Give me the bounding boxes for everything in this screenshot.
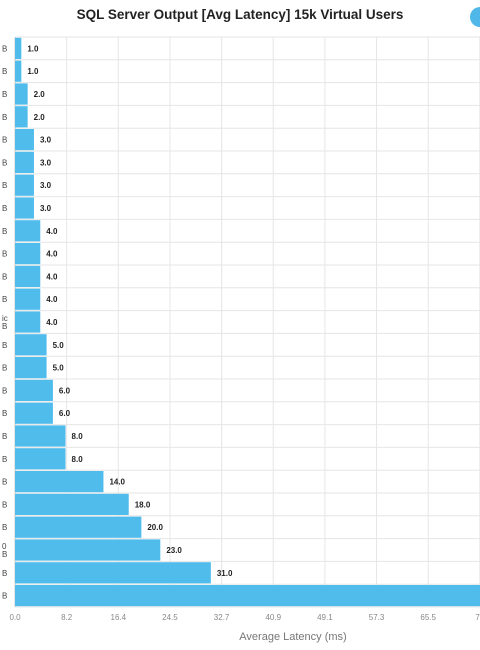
bar[interactable] [15,243,41,265]
category-label: B [2,341,7,350]
x-tick-label: 0.0 [9,613,21,622]
category-label: B [2,113,7,122]
category-label: B [2,500,7,509]
category-label: B [2,181,7,190]
category-label: B [2,592,7,601]
bar[interactable] [15,106,28,128]
x-tick-label: 49.1 [317,613,333,622]
category-label: B [2,67,7,76]
bar[interactable] [15,334,47,356]
data-label: 18.0 [135,500,151,509]
data-label: 5.0 [53,341,65,350]
bar[interactable] [15,493,129,515]
category-label: B [2,523,7,532]
data-label: 1.0 [27,67,39,76]
data-label: 4.0 [46,250,58,259]
x-tick-label: 16.4 [111,613,127,622]
data-label: 8.0 [72,432,84,441]
bar[interactable] [15,311,41,333]
data-label: 4.0 [46,318,58,327]
category-label: B [2,44,7,53]
data-label: 5.0 [53,364,65,373]
category-label: B [2,478,7,487]
data-label: 3.0 [40,204,52,213]
bar[interactable] [15,129,34,151]
bar[interactable] [15,197,34,219]
x-tick-label: 65.5 [420,613,436,622]
bar[interactable] [15,60,22,82]
data-label: 4.0 [46,295,58,304]
data-label: 3.0 [40,181,52,190]
category-label: 0 [2,542,7,551]
category-label: B [2,386,7,395]
bar[interactable] [15,151,34,173]
bar[interactable] [15,37,22,59]
x-tick-label: 40.9 [265,613,281,622]
category-label: B [2,364,7,373]
data-label: 1.0 [27,44,39,53]
x-tick-label: 73 [475,613,480,622]
data-label: 6.0 [59,386,71,395]
data-label: 8.0 [72,455,84,464]
refresh-icon[interactable] [470,7,480,27]
bar[interactable] [15,448,66,470]
bar[interactable] [15,562,211,584]
data-label: 2.0 [34,113,46,122]
bar[interactable] [15,425,66,447]
category-label: B [2,432,7,441]
data-label: 4.0 [46,272,58,281]
category-label: ic [2,314,8,323]
data-label: 3.0 [40,158,52,167]
category-label: B [2,295,7,304]
bar[interactable] [15,174,34,196]
bar[interactable] [15,585,480,607]
data-label: 3.0 [40,136,52,145]
category-label: B [2,272,7,281]
category-label: B [2,409,7,418]
category-label: B [2,550,7,559]
category-label: B [2,322,7,331]
data-label: 4.0 [46,227,58,236]
category-label: B [2,250,7,259]
bar[interactable] [15,539,161,561]
category-label: B [2,455,7,464]
category-label: B [2,204,7,213]
x-tick-label: 57.3 [369,613,385,622]
bar[interactable] [15,265,41,287]
x-tick-label: 32.7 [214,613,230,622]
x-tick-label: 24.5 [162,613,178,622]
bar[interactable] [15,220,41,242]
bar[interactable] [15,288,41,310]
data-label: 23.0 [166,546,182,555]
bar[interactable] [15,83,28,105]
data-label: 2.0 [34,90,46,99]
bar[interactable] [15,471,104,493]
data-label: 14.0 [109,478,125,487]
data-label: 31.0 [217,569,233,578]
category-label: B [2,569,7,578]
bar[interactable] [15,402,53,424]
category-label: B [2,90,7,99]
bar[interactable] [15,357,47,379]
data-label: 20.0 [147,523,163,532]
data-label: 6.0 [59,409,71,418]
bar[interactable] [15,516,142,538]
bar-layer [15,37,480,607]
x-tick-label: 8.2 [61,613,73,622]
category-label: B [2,227,7,236]
x-axis-title: Average Latency (ms) [239,631,346,643]
category-label: B [2,158,7,167]
chart-title: SQL Server Output [Avg Latency] 15k Virt… [76,7,404,22]
bar[interactable] [15,379,53,401]
category-label: B [2,136,7,145]
label-layer: 0.0 8.2 16.4 24.5 32.7 40.9 49.1 57.3 65.5 73 1.0 B… [2,44,480,622]
